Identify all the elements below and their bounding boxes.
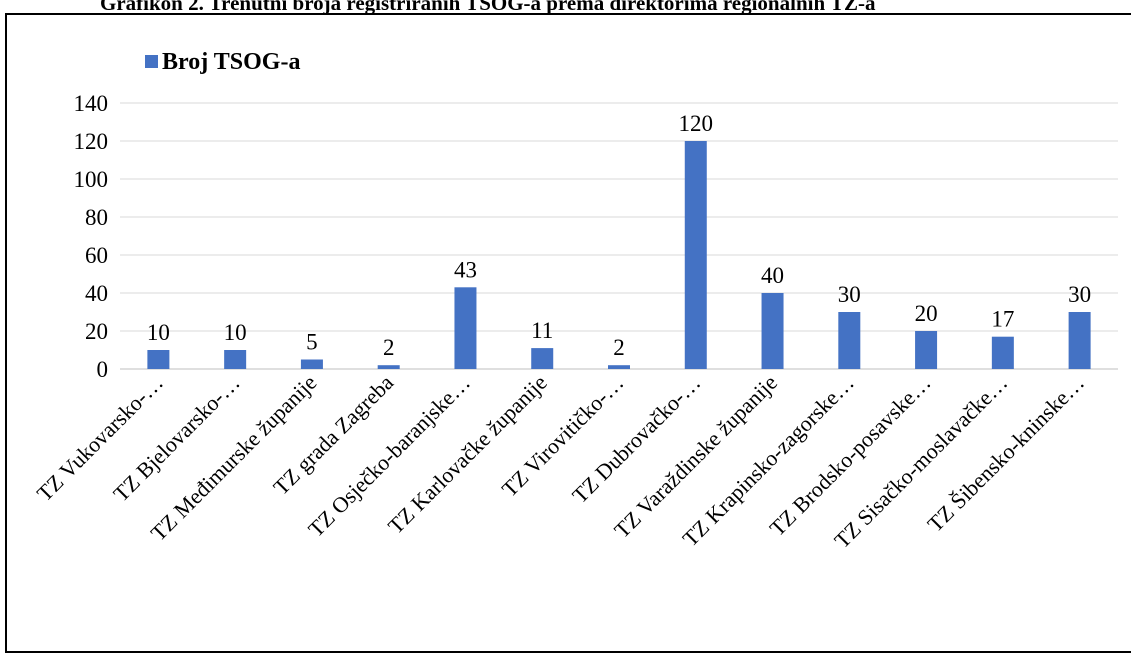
data-label: 20: [915, 301, 938, 326]
y-tick-label: 100: [74, 167, 109, 192]
legend-swatch: [145, 55, 158, 68]
data-label: 10: [147, 320, 170, 345]
y-tick-label: 20: [85, 319, 108, 344]
data-label: 40: [761, 263, 784, 288]
bar: [838, 312, 861, 369]
bar: [300, 359, 323, 369]
data-label: 11: [531, 318, 553, 343]
bar: [224, 350, 247, 369]
data-label: 30: [838, 282, 861, 307]
data-label: 2: [383, 335, 395, 360]
bar: [1068, 312, 1091, 369]
bar: [377, 365, 400, 369]
y-tick-label: 60: [85, 243, 108, 268]
legend-label: Broj TSOG-a: [162, 49, 300, 75]
data-label: 120: [679, 111, 714, 136]
bar: [531, 348, 554, 369]
category-labels: TZ Vukovarsko-…TZ Bjelovarsko-…TZ Međimu…: [32, 370, 1089, 553]
category-label: TZ Dubrovačko-…: [567, 370, 705, 508]
legend: Broj TSOG-a: [145, 49, 300, 75]
bar: [684, 141, 707, 369]
data-label: 2: [613, 335, 625, 360]
bar: [915, 331, 938, 369]
bar: [608, 365, 630, 369]
bar: [454, 287, 477, 369]
figure-caption: Grafikon 2. Trenutni broja registriranih…: [100, 0, 876, 13]
bar: [761, 293, 784, 369]
data-label: 17: [991, 307, 1014, 332]
gridlines: [120, 102, 1118, 370]
data-label: 43: [454, 257, 477, 282]
data-labels: 10 10 5 2 43 11 2 120 40 30 20 17 30: [147, 111, 1091, 360]
data-label: 30: [1068, 282, 1091, 307]
y-tick-label: 40: [85, 281, 108, 306]
bar: [991, 336, 1014, 369]
data-label: 10: [224, 320, 247, 345]
data-label: 5: [306, 330, 318, 355]
bars: [147, 141, 1091, 369]
y-tick-label: 140: [74, 91, 109, 116]
y-tick-label: 80: [85, 205, 108, 230]
category-label: TZ Šibensko-kninske…: [922, 370, 1089, 537]
y-axis-ticks: 0 20 40 60 80 100 120 140: [74, 91, 109, 382]
bar: [147, 350, 170, 369]
category-label: TZ Vukovarsko-…: [32, 370, 168, 506]
y-tick-label: 0: [97, 357, 109, 382]
y-tick-label: 120: [74, 129, 109, 154]
